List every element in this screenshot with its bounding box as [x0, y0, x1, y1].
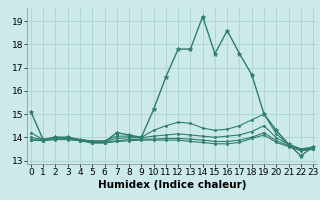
X-axis label: Humidex (Indice chaleur): Humidex (Indice chaleur) [98, 180, 246, 190]
